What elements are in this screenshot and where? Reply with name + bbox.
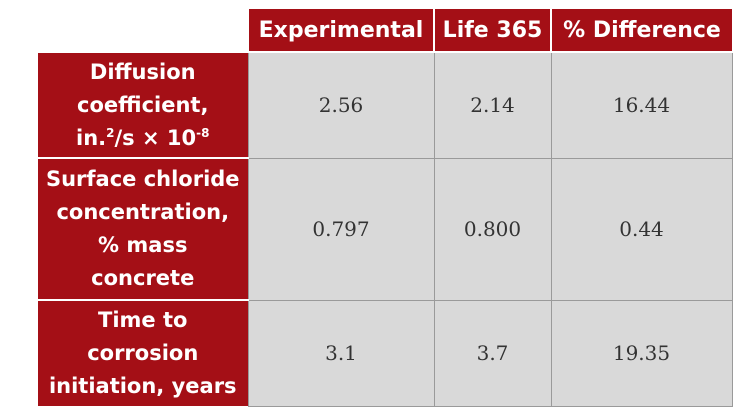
table-cell: 3.7 [433,299,552,407]
row-header-diffusion-coefficient: Diffusion coefficient, in.2/s × 10-8 [38,51,248,158]
row-header-line: Surface chloride [45,167,240,191]
unit-base: in. [76,125,107,150]
header-row: Experimental Life 365 % Difference [38,9,732,53]
table-cell: 16.44 [550,51,733,159]
column-header-percent-difference: % Difference [550,9,732,53]
table-row-surface-chloride: Surface chloride concentration, % mass c… [38,157,733,301]
row-header-line: Time to [98,308,188,332]
column-header-experimental: Experimental [247,9,434,53]
unit-exponent-power: -8 [196,125,210,140]
table-row-time-to-corrosion: Time to corrosion initiation, years 3.1 … [38,299,733,407]
row-header-line: % mass [98,233,188,257]
table-cell: 2.14 [433,51,552,159]
table-cell: 19.35 [550,299,733,407]
unit-middle: /s × 10 [114,125,197,150]
row-header-line: Diffusion [89,59,196,84]
row-header-time-to-corrosion: Time to corrosion initiation, years [38,299,248,406]
unit-exponent-squared: 2 [106,125,115,140]
row-header-line: coefficient, [77,92,209,117]
row-header-line: concrete [91,266,195,290]
row-header-line: initiation, years [48,374,237,398]
table-cell: 2.56 [247,51,435,159]
table-cell: 0.797 [247,157,435,301]
table-cell: 3.1 [247,299,435,407]
row-header-line: concentration, [56,200,230,224]
comparison-table: Experimental Life 365 % Difference Diffu… [38,9,733,407]
table-row-diffusion-coefficient: Diffusion coefficient, in.2/s × 10-8 2.5… [38,51,733,159]
column-header-life365: Life 365 [433,9,551,53]
row-header-unit: in.2/s × 10-8 [38,122,248,155]
corner-cell [38,9,248,52]
table-cell: 0.800 [433,157,552,301]
row-header-line: corrosion [87,341,199,365]
row-header-surface-chloride: Surface chloride concentration, % mass c… [38,157,248,300]
table-cell: 0.44 [550,157,733,301]
